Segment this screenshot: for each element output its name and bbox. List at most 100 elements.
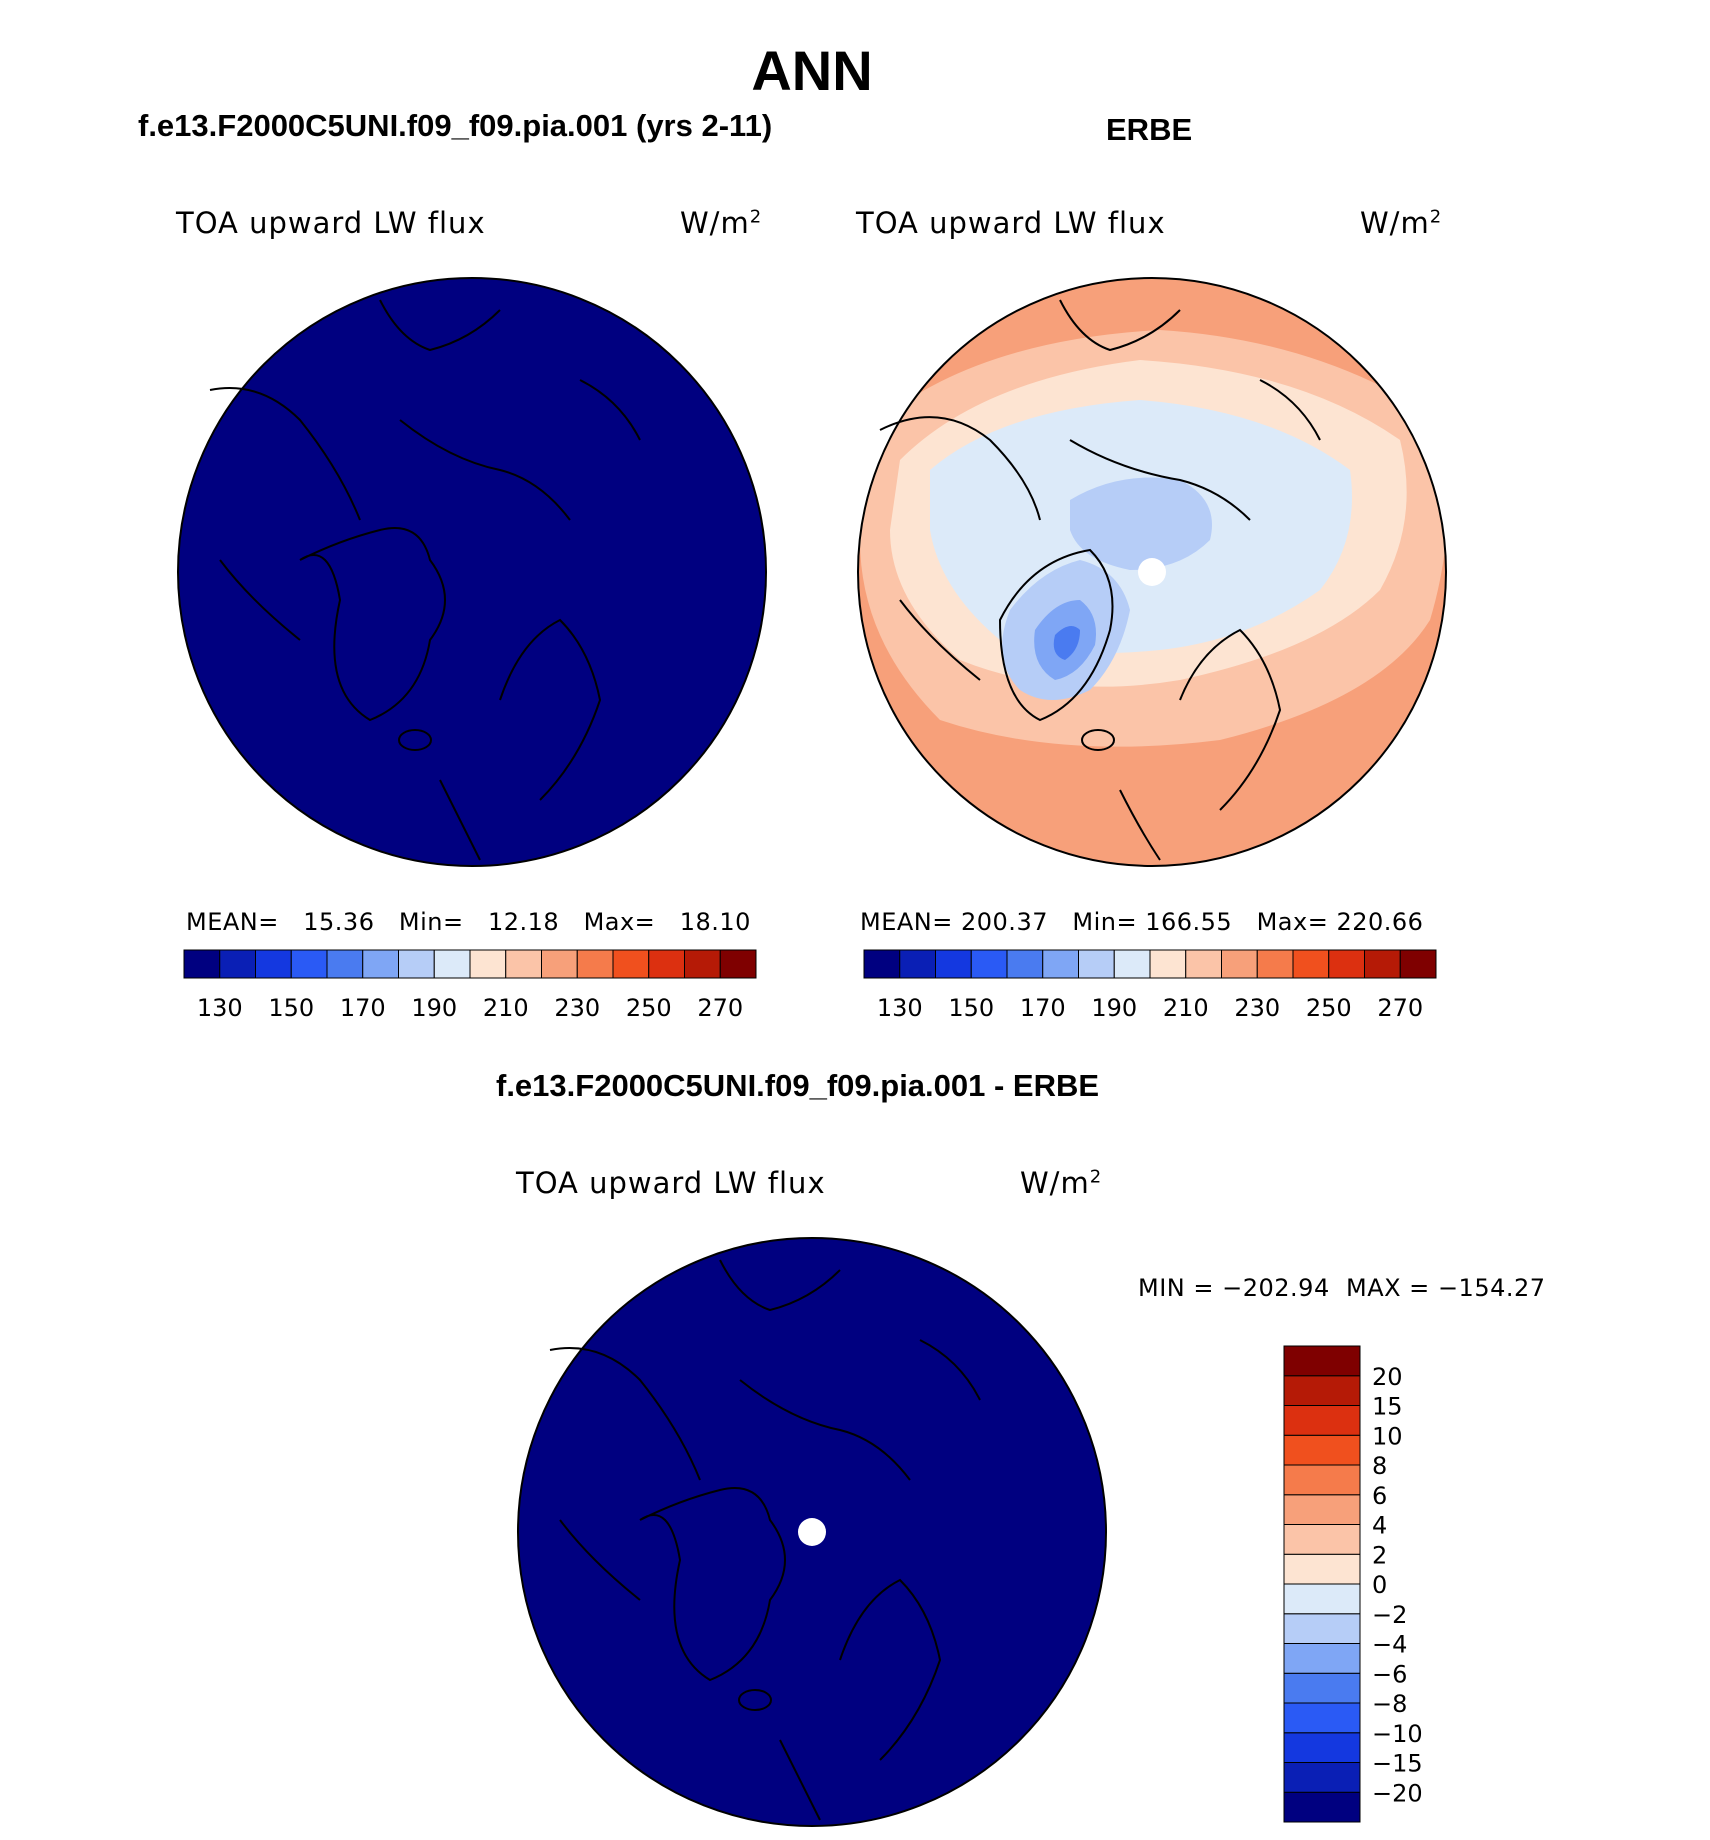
colorbar-tick-label: 150 bbox=[948, 994, 994, 1022]
obs-panel-title: ERBE bbox=[1106, 112, 1193, 147]
obs-map bbox=[857, 277, 1447, 867]
colorbar-tick-label: 150 bbox=[268, 994, 314, 1022]
colorbar-tick-label: 170 bbox=[340, 994, 386, 1022]
colorbar-swatch bbox=[1113, 949, 1151, 979]
colorbar-tick-label: 170 bbox=[1020, 994, 1066, 1022]
colorbar-swatch bbox=[362, 949, 399, 979]
colorbar-swatch bbox=[1283, 1375, 1361, 1406]
colorbar-swatch bbox=[1283, 1553, 1361, 1585]
obs-pole-hole bbox=[1138, 558, 1166, 586]
colorbar-tick-label: 250 bbox=[1306, 994, 1352, 1022]
colorbar-swatch bbox=[719, 949, 757, 979]
colorbar-swatch bbox=[1283, 1791, 1361, 1823]
colorbar-tick-label: 8 bbox=[1372, 1452, 1387, 1480]
diff-stats: MIN = −202.94 MAX = −154.27 bbox=[1138, 1274, 1546, 1302]
colorbar-swatch bbox=[326, 949, 364, 979]
model-stats: MEAN= 15.36 Min= 12.18 Max= 18.10 bbox=[186, 908, 751, 936]
colorbar-swatch bbox=[863, 949, 901, 979]
colorbar-tick-label: 2 bbox=[1372, 1541, 1387, 1569]
colorbar-tick-label: 0 bbox=[1372, 1571, 1387, 1599]
model-variable-label: TOA upward LW flux bbox=[176, 206, 486, 240]
colorbar-swatch bbox=[255, 949, 292, 979]
colorbar-tick-label: 230 bbox=[554, 994, 600, 1022]
colorbar-swatch bbox=[648, 949, 685, 979]
colorbar-swatch bbox=[290, 949, 328, 979]
model-panel-title: f.e13.F2000C5UNI.f09_f09.pia.001 (yrs 2-… bbox=[138, 108, 773, 143]
colorbar-tick-label: 230 bbox=[1234, 994, 1280, 1022]
colorbar-tick-label: −10 bbox=[1372, 1720, 1423, 1748]
colorbar-swatch bbox=[505, 949, 542, 979]
colorbar-swatch bbox=[1283, 1524, 1361, 1555]
colorbar-swatch bbox=[1256, 949, 1294, 979]
colorbar-tick-label: 210 bbox=[1163, 994, 1209, 1022]
colorbar-swatch bbox=[684, 949, 721, 979]
obs-variable-label: TOA upward LW flux bbox=[856, 206, 1166, 240]
colorbar-swatch bbox=[1283, 1702, 1361, 1734]
colorbar-swatch bbox=[1283, 1583, 1361, 1615]
colorbar-swatch bbox=[433, 949, 471, 979]
colorbar-swatch bbox=[1283, 1494, 1361, 1525]
colorbar-swatch bbox=[1283, 1643, 1361, 1674]
colorbar-swatch bbox=[970, 949, 1008, 979]
diff-map bbox=[517, 1237, 1107, 1827]
colorbar-tick-label: 15 bbox=[1372, 1393, 1403, 1421]
colorbar-swatch bbox=[1283, 1405, 1361, 1436]
colorbar-tick-label: 190 bbox=[1091, 994, 1137, 1022]
colorbar-swatch bbox=[1283, 1434, 1361, 1466]
colorbar-tick-label: 250 bbox=[626, 994, 672, 1022]
diff-panel-title: f.e13.F2000C5UNI.f09_f09.pia.001 - ERBE bbox=[496, 1068, 1100, 1103]
colorbar-swatch bbox=[183, 949, 221, 979]
colorbar-swatch bbox=[1399, 949, 1437, 979]
colorbar-swatch bbox=[1221, 949, 1258, 979]
colorbar-swatch bbox=[219, 949, 256, 979]
model-units-label: W/m2 bbox=[680, 206, 763, 240]
colorbar-tick-label: 10 bbox=[1372, 1422, 1403, 1450]
colorbar-swatch bbox=[1078, 949, 1115, 979]
model-map-field bbox=[177, 277, 767, 867]
colorbar-swatch bbox=[1283, 1762, 1361, 1793]
colorbar-swatch bbox=[1042, 949, 1079, 979]
colorbar-tick-label: −8 bbox=[1372, 1690, 1407, 1718]
colorbar-swatch bbox=[1283, 1732, 1361, 1763]
colorbar-swatch bbox=[1283, 1345, 1361, 1377]
colorbar-swatch bbox=[576, 949, 614, 979]
colorbar-tick-label: 190 bbox=[411, 994, 457, 1022]
colorbar-tick-label: −15 bbox=[1372, 1750, 1423, 1778]
colorbar-swatch bbox=[1149, 949, 1187, 979]
obs-map-outline bbox=[857, 277, 1447, 867]
diff-variable-label: TOA upward LW flux bbox=[516, 1166, 826, 1200]
colorbar-swatch bbox=[541, 949, 578, 979]
obs-coastlines bbox=[879, 299, 1321, 861]
colorbar-swatch bbox=[469, 949, 507, 979]
colorbar-tick-label: −20 bbox=[1372, 1779, 1423, 1807]
colorbar-swatch bbox=[1292, 949, 1330, 979]
colorbar-swatch bbox=[1283, 1672, 1361, 1704]
colorbar-swatch bbox=[1283, 1464, 1361, 1496]
colorbar-tick-label: −4 bbox=[1372, 1631, 1407, 1659]
obs-stats: MEAN= 200.37 Min= 166.55 Max= 220.66 bbox=[860, 908, 1424, 936]
colorbar-tick-label: 210 bbox=[483, 994, 529, 1022]
colorbar-tick-label: −2 bbox=[1372, 1601, 1407, 1629]
colorbar-swatch bbox=[1006, 949, 1044, 979]
colorbar-tick-label: 270 bbox=[697, 994, 743, 1022]
colorbar-tick-label: −6 bbox=[1372, 1660, 1407, 1688]
colorbar-tick-label: 4 bbox=[1372, 1512, 1387, 1540]
colorbar-swatch bbox=[1328, 949, 1365, 979]
colorbar-swatch bbox=[899, 949, 936, 979]
model-coastlines bbox=[209, 299, 641, 861]
model-colorbar: 130 150 170 190 210 230 250 270 bbox=[183, 949, 757, 1022]
colorbar-swatch bbox=[612, 949, 650, 979]
colorbar-tick-label: 6 bbox=[1372, 1482, 1387, 1510]
obs-contours bbox=[860, 330, 1446, 747]
colorbar-swatch bbox=[398, 949, 435, 979]
model-map bbox=[177, 277, 767, 867]
diff-pole-hole bbox=[798, 1518, 826, 1546]
diff-units-label: W/m2 bbox=[1020, 1166, 1103, 1200]
colorbar-swatch bbox=[1283, 1613, 1361, 1644]
colorbar-swatch bbox=[1364, 949, 1401, 979]
colorbar-tick-label: 130 bbox=[197, 994, 243, 1022]
colorbar-swatch bbox=[935, 949, 972, 979]
colorbar-swatch bbox=[1185, 949, 1222, 979]
